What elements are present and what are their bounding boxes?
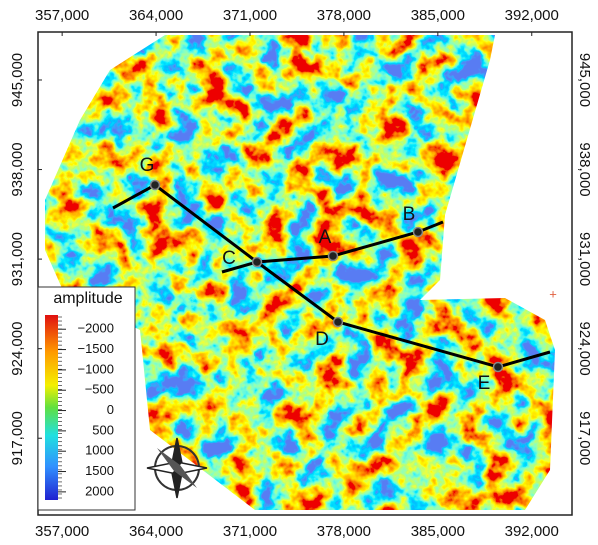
legend-title: amplitude bbox=[53, 290, 122, 307]
colorbar-label: −2000 bbox=[77, 321, 114, 336]
x-tick-label-bottom: 378,000 bbox=[317, 523, 371, 540]
y-tick-label-right: 924,000 bbox=[576, 322, 593, 376]
x-tick-label-top: 371,000 bbox=[223, 7, 277, 24]
colorbar-label: 1500 bbox=[85, 463, 114, 478]
colorbar-label: 2000 bbox=[85, 483, 114, 498]
x-tick-label-top: 357,000 bbox=[35, 7, 89, 24]
point-label: G bbox=[140, 155, 155, 176]
survey-point bbox=[334, 318, 343, 327]
y-tick-label-left: 924,000 bbox=[9, 322, 26, 376]
y-tick-label-right: 931,000 bbox=[576, 232, 593, 286]
point-label: E bbox=[478, 373, 491, 394]
point-label: A bbox=[319, 227, 332, 248]
colorbar bbox=[45, 315, 58, 500]
x-tick-label-top: 378,000 bbox=[317, 7, 371, 24]
x-tick-label-top: 385,000 bbox=[411, 7, 465, 24]
colorbar-label: −500 bbox=[85, 382, 114, 397]
x-tick-label-bottom: 364,000 bbox=[129, 523, 183, 540]
colorbar-label: −1000 bbox=[77, 361, 114, 376]
colorbar-label: 0 bbox=[107, 402, 114, 417]
y-tick-label-right: 938,000 bbox=[576, 142, 593, 196]
colorbar-label: 1000 bbox=[85, 443, 114, 458]
x-tick-label-top: 364,000 bbox=[129, 7, 183, 24]
y-tick-label-right: 917,000 bbox=[576, 411, 593, 465]
x-tick-label-top: 392,000 bbox=[505, 7, 559, 24]
y-tick-label-left: 945,000 bbox=[9, 53, 26, 107]
x-tick-label-bottom: 385,000 bbox=[411, 523, 465, 540]
point-label: D bbox=[315, 329, 329, 350]
x-tick-label-bottom: 392,000 bbox=[505, 523, 559, 540]
point-label: C bbox=[222, 248, 236, 269]
survey-point bbox=[253, 258, 262, 267]
colorbar-label: −1500 bbox=[77, 341, 114, 356]
marker: + bbox=[549, 286, 557, 301]
survey-point bbox=[329, 252, 338, 261]
survey-point bbox=[494, 363, 503, 372]
y-tick-label-left: 917,000 bbox=[9, 411, 26, 465]
y-tick-label-right: 945,000 bbox=[576, 53, 593, 107]
y-tick-label-left: 938,000 bbox=[9, 142, 26, 196]
colorbar-label: 500 bbox=[92, 422, 114, 437]
map-figure: + amplitude 357,000 357,000 364,000 364,000… bbox=[0, 0, 598, 545]
survey-point bbox=[151, 181, 160, 190]
point-label: B bbox=[403, 204, 416, 225]
x-tick-label-bottom: 357,000 bbox=[35, 523, 89, 540]
x-tick-label-bottom: 371,000 bbox=[223, 523, 277, 540]
survey-point bbox=[414, 228, 423, 237]
y-tick-label-left: 931,000 bbox=[9, 232, 26, 286]
